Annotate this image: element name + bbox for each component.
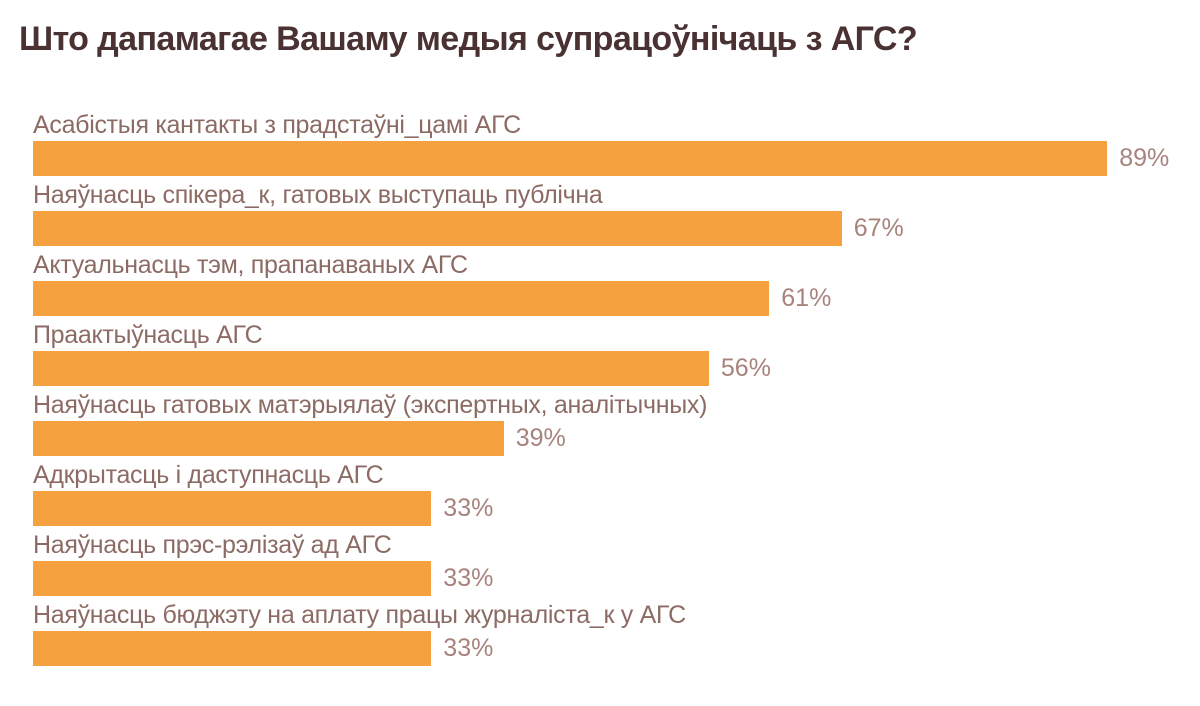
bar [33,421,504,456]
category-label: Актуальнасць тэм, прапанаваных АГС [33,251,468,279]
value-label: 39% [515,424,566,452]
chart-title: Што дапамагае Вашаму медыя супрацоўнічац… [19,20,918,58]
category-label: Адкрытасць і даступнасць АГС [33,461,384,489]
category-label: Наяўнасць гатовых матэрыялаў (экспертных… [33,391,708,419]
category-label: Асабістыя кантакты з прадстаўні_цамі АГС [33,111,521,139]
value-label: 89% [1119,144,1170,172]
bar-row: Асабістыя кантакты з прадстаўні_цамі АГС… [33,111,1183,176]
bar-line: 33% [33,631,1183,666]
bar-chart: Асабістыя кантакты з прадстаўні_цамі АГС… [33,111,1183,671]
bar-row: Наяўнасць бюджэту на аплату працы журнал… [33,601,1183,666]
bar [33,281,770,316]
bar-row: Адкрытасць і даступнасць АГС 33% [33,461,1183,526]
bar-line: 89% [33,141,1183,176]
bar-line: 33% [33,491,1183,526]
bar [33,351,709,386]
bar-line: 56% [33,351,1183,386]
bar [33,141,1108,176]
bar-line: 61% [33,281,1183,316]
value-label: 61% [781,284,832,312]
bar [33,211,842,246]
value-label: 33% [443,564,494,592]
bar-row: Наяўнасць прэс-рэлізаў ад АГС 33% [33,531,1183,596]
category-label: Наяўнасць прэс-рэлізаў ад АГС [33,531,392,559]
bar [33,561,432,596]
bar-line: 67% [33,211,1183,246]
bar-row: Праактыўнасць АГС 56% [33,321,1183,386]
bar-line: 33% [33,561,1183,596]
value-label: 33% [443,494,494,522]
value-label: 67% [853,214,904,242]
bar-row: Актуальнасць тэм, прапанаваных АГС 61% [33,251,1183,316]
value-label: 56% [720,354,771,382]
bar-line: 39% [33,421,1183,456]
bar-row: Наяўнасць гатовых матэрыялаў (экспертных… [33,391,1183,456]
category-label: Наяўнасць спікера_к, гатовых выступаць п… [33,181,603,209]
value-label: 33% [443,634,494,662]
bar-row: Наяўнасць спікера_к, гатовых выступаць п… [33,181,1183,246]
category-label: Праактыўнасць АГС [33,321,263,349]
bar [33,491,432,526]
category-label: Наяўнасць бюджэту на аплату працы журнал… [33,601,686,629]
bar [33,631,432,666]
